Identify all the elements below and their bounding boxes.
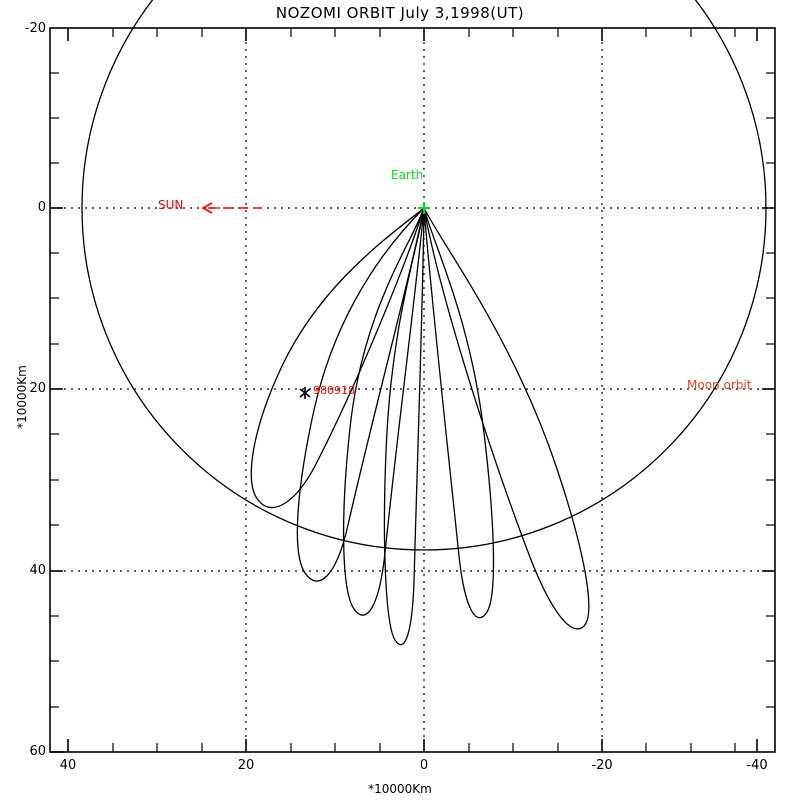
epoch-label: 980918 (313, 384, 355, 397)
nozomi-orbit-4 (383, 207, 425, 646)
x-tick-label-40: 40 (59, 758, 77, 773)
plot-frame (49, 27, 776, 753)
y-tick-label-0: 0 (37, 200, 46, 215)
epoch-marker-980918 (299, 387, 311, 399)
nozomi-orbit-5 (423, 207, 495, 619)
moon-orbit-label: Moon orbit (687, 378, 752, 392)
x-tick-label-neg40: -40 (746, 758, 768, 773)
nozomi-orbit-2 (296, 206, 426, 582)
y-tick-label-40: 40 (29, 563, 46, 578)
nozomi-trajectory-group (250, 206, 590, 646)
x-tick-label-0: 0 (419, 758, 429, 773)
earth-marker (418, 202, 430, 214)
minor-ticks (50, 28, 775, 752)
x-tick-label-neg20: -20 (591, 758, 613, 773)
x-axis-label: *10000Km (368, 782, 432, 796)
y-tick-label-20: 20 (29, 381, 46, 396)
y-tick-label-60: 60 (29, 744, 46, 759)
y-tick-label-neg20: -20 (24, 21, 46, 36)
gridlines (50, 28, 775, 752)
sun-direction-arrow (201, 202, 262, 214)
nozomi-orbit-3 (342, 207, 425, 616)
nozomi-orbit-1 (250, 206, 426, 509)
nozomi-orbit-6 (423, 207, 590, 630)
earth-label: Earth (391, 168, 424, 182)
major-ticks (50, 28, 775, 753)
page-title: NOZOMI ORBIT July 3,1998(UT) (275, 4, 525, 22)
plot-background (50, 28, 775, 752)
sun-label: SUN (158, 198, 184, 212)
y-axis-label: *10000Km (15, 365, 29, 429)
x-tick-label-20: 20 (237, 758, 255, 773)
